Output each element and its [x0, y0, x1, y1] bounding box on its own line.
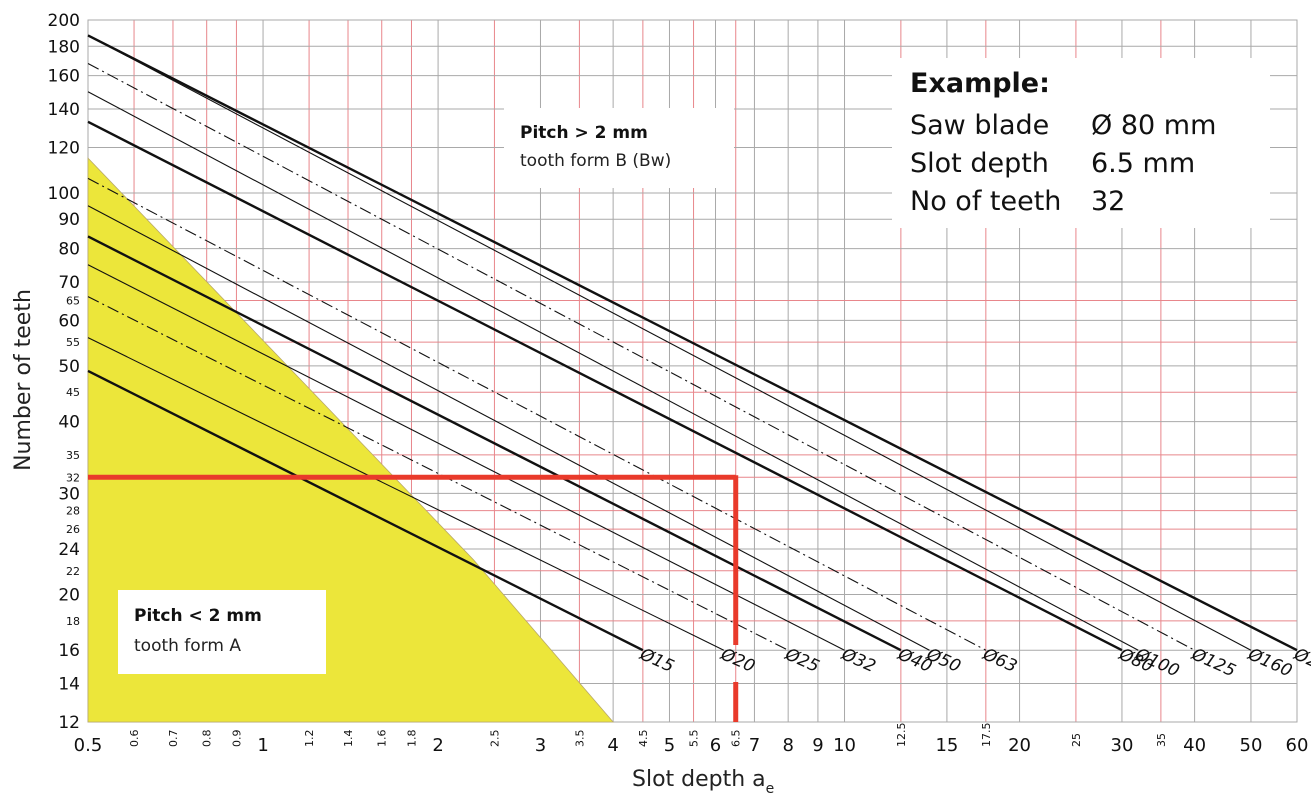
x-axis-label: Slot depth ae	[632, 767, 774, 797]
y-tick-label: 40	[58, 413, 80, 433]
x-tick-label: 60	[1286, 735, 1309, 756]
x-tick-label: 40	[1183, 735, 1206, 756]
x-tick-label-minor: 1.8	[405, 730, 418, 748]
x-tick-label-minor: 2.5	[488, 730, 501, 748]
y-tick-label-minor: 65	[66, 294, 80, 307]
x-tick-label: 3	[535, 735, 546, 756]
y-tick-label: 70	[58, 273, 80, 293]
y-axis-label: Number of teeth	[11, 289, 36, 471]
y-tick-label: 80	[58, 240, 80, 260]
example-title: Example:	[910, 68, 1050, 99]
y-tick-label: 140	[48, 100, 80, 120]
y-tick-label-minor: 35	[66, 449, 80, 462]
x-tick-label-minor: 0.9	[230, 730, 243, 748]
x-tick-label-minor: 0.8	[201, 730, 214, 748]
pitch-large-title: Pitch > 2 mm	[520, 123, 648, 143]
x-tick-label: 2	[432, 735, 443, 756]
x-tick-label: 7	[749, 735, 760, 756]
series-line-d20	[87, 337, 725, 651]
x-axis-label-main: Slot depth a	[632, 767, 766, 792]
y-tick-label-minor: 32	[66, 471, 80, 484]
pitch-small-region	[87, 157, 614, 723]
y-tick-label: 12	[58, 713, 80, 733]
pitch-small-title: Pitch < 2 mm	[134, 606, 262, 626]
y-tick-label-minor: 18	[66, 615, 80, 628]
pitch-region-fill	[87, 157, 614, 723]
y-tick-label: 200	[48, 11, 80, 31]
example-value-teeth: 32	[1091, 186, 1125, 217]
x-tick-label: 8	[782, 735, 793, 756]
x-axis-ticks: 0.5 1 2 3 4 5 6 7 8 9 10 15 20 30 40 50 60 0.6 0.7 0.8 0.9 1.…	[74, 723, 1309, 757]
x-tick-label: 1	[257, 735, 268, 756]
y-tick-label: 60	[58, 311, 80, 331]
y-tick-label-minor: 45	[66, 386, 80, 399]
example-box: Example: Saw blade Ø 80 mm Slot depth 6.…	[892, 58, 1270, 228]
x-tick-label: 5	[664, 735, 675, 756]
x-tick-label: 10	[833, 735, 856, 756]
diameter-lines	[87, 34, 1298, 652]
y-tick-label: 120	[48, 138, 80, 158]
series-line-d100	[87, 91, 1139, 651]
y-tick-label-minor: 26	[66, 523, 80, 536]
example-label-slot-depth: Slot depth	[910, 148, 1049, 179]
example-value-saw-blade: Ø 80 mm	[1091, 110, 1216, 141]
pitch-small-subtitle: tooth form A	[134, 636, 241, 656]
series-line-d40	[87, 235, 902, 652]
y-tick-label: 180	[48, 37, 80, 57]
example-marker-lines	[88, 474, 739, 722]
x-tick-label-minor: 1.2	[303, 730, 316, 748]
series-line-d125	[87, 63, 1195, 651]
x-tick-label: 15	[935, 735, 958, 756]
pitch-large-subtitle: tooth form B (Bw)	[520, 151, 671, 171]
series-line-d80	[87, 120, 1123, 652]
x-tick-label-minor: 5.5	[688, 730, 701, 748]
series-line-d63	[87, 177, 987, 651]
x-tick-label: 20	[1008, 735, 1031, 756]
pitch-large-box: Pitch > 2 mm tooth form B (Bw)	[504, 108, 734, 188]
y-tick-label: 16	[58, 641, 80, 661]
x-tick-label-minor: 1.4	[342, 730, 355, 748]
y-tick-label: 14	[58, 675, 80, 695]
x-tick-label-minor: 25	[1070, 733, 1083, 747]
y-tick-label-minor: 55	[66, 336, 80, 349]
x-tick-label-minor: 35	[1155, 733, 1168, 747]
y-tick-label: 160	[48, 67, 80, 87]
example-value-slot-depth: 6.5 mm	[1091, 148, 1195, 179]
series-line-d50	[87, 205, 930, 651]
x-tick-label: 30	[1111, 735, 1134, 756]
y-tick-label: 90	[58, 210, 80, 230]
y-tick-label: 50	[58, 357, 80, 377]
x-tick-label-minor: 1.6	[376, 730, 389, 748]
y-tick-label-minor: 28	[66, 505, 80, 518]
series-line-d200	[87, 34, 1298, 652]
x-tick-label-minor: 12.5	[895, 723, 908, 748]
y-tick-label: 20	[58, 586, 80, 606]
y-tick-label: 24	[58, 540, 80, 560]
example-label-teeth: No of teeth	[910, 186, 1061, 217]
x-tick-label-minor: 17.5	[980, 723, 993, 748]
x-tick-label-minor: 0.7	[167, 730, 180, 748]
x-axis-label-subscript: e	[766, 781, 775, 797]
y-tick-label-minor: 22	[66, 565, 80, 578]
x-tick-label: 0.5	[74, 735, 103, 756]
y-tick-label: 100	[48, 184, 80, 204]
pitch-small-box: Pitch < 2 mm tooth form A	[118, 590, 326, 674]
y-tick-label: 30	[58, 484, 80, 504]
x-tick-label-minor: 0.6	[128, 730, 141, 748]
x-tick-label-minor: 4.5	[637, 730, 650, 748]
x-tick-label: 6	[710, 735, 721, 756]
example-label-saw-blade: Saw blade	[910, 110, 1049, 141]
series-line-d160	[87, 34, 1252, 651]
series-line-d32	[87, 264, 845, 651]
x-tick-label-minor: 3.5	[573, 730, 586, 748]
x-tick-label: 4	[607, 735, 618, 756]
x-tick-label: 50	[1240, 735, 1263, 756]
y-axis-ticks: 12 14 16 20 24 30 40 50 60 70 80 90 100 120 140 160 180 2…	[48, 11, 80, 733]
series-line-d15	[87, 369, 644, 652]
x-tick-label-minor: 6.5	[730, 730, 743, 748]
x-tick-label: 9	[812, 735, 823, 756]
